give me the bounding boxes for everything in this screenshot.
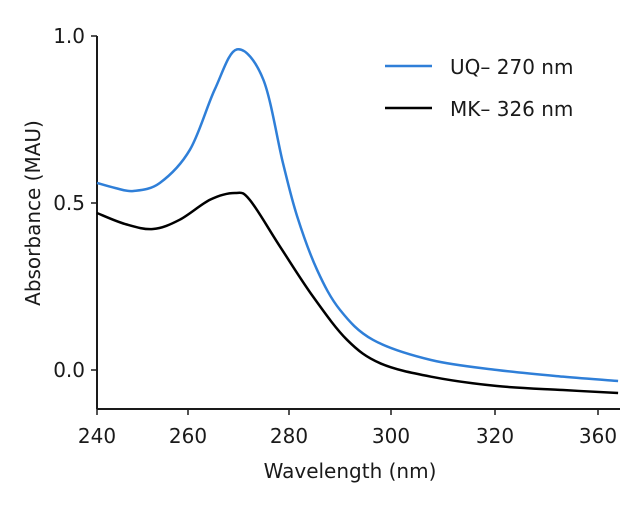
series-lines xyxy=(96,48,619,395)
x-tick-label: 300 xyxy=(372,424,410,448)
legend: UQ– 270 nm MK– 326 nm xyxy=(385,55,573,121)
y-tick-label: 1.0 xyxy=(53,24,85,48)
y-axis-label: Absorbance (MAU) xyxy=(21,120,45,306)
x-axis-label: Wavelength (nm) xyxy=(264,459,437,483)
x-tick-label: 360 xyxy=(579,424,617,448)
legend-label-mk: MK– 326 nm xyxy=(450,97,573,121)
x-tick-label: 260 xyxy=(169,424,207,448)
y-tick-label: 0.5 xyxy=(53,191,85,215)
legend-label-uq: UQ– 270 nm xyxy=(450,55,573,79)
y-tick-label: 0.0 xyxy=(53,358,85,382)
axes: 240 260 280 300 320 360 0.0 0.5 1.0 xyxy=(53,24,620,448)
x-tick-label: 320 xyxy=(476,424,514,448)
x-tick-label: 280 xyxy=(270,424,308,448)
series-line-mk xyxy=(96,191,619,395)
x-tick-label: 240 xyxy=(78,424,116,448)
series-line-uq xyxy=(96,48,619,383)
